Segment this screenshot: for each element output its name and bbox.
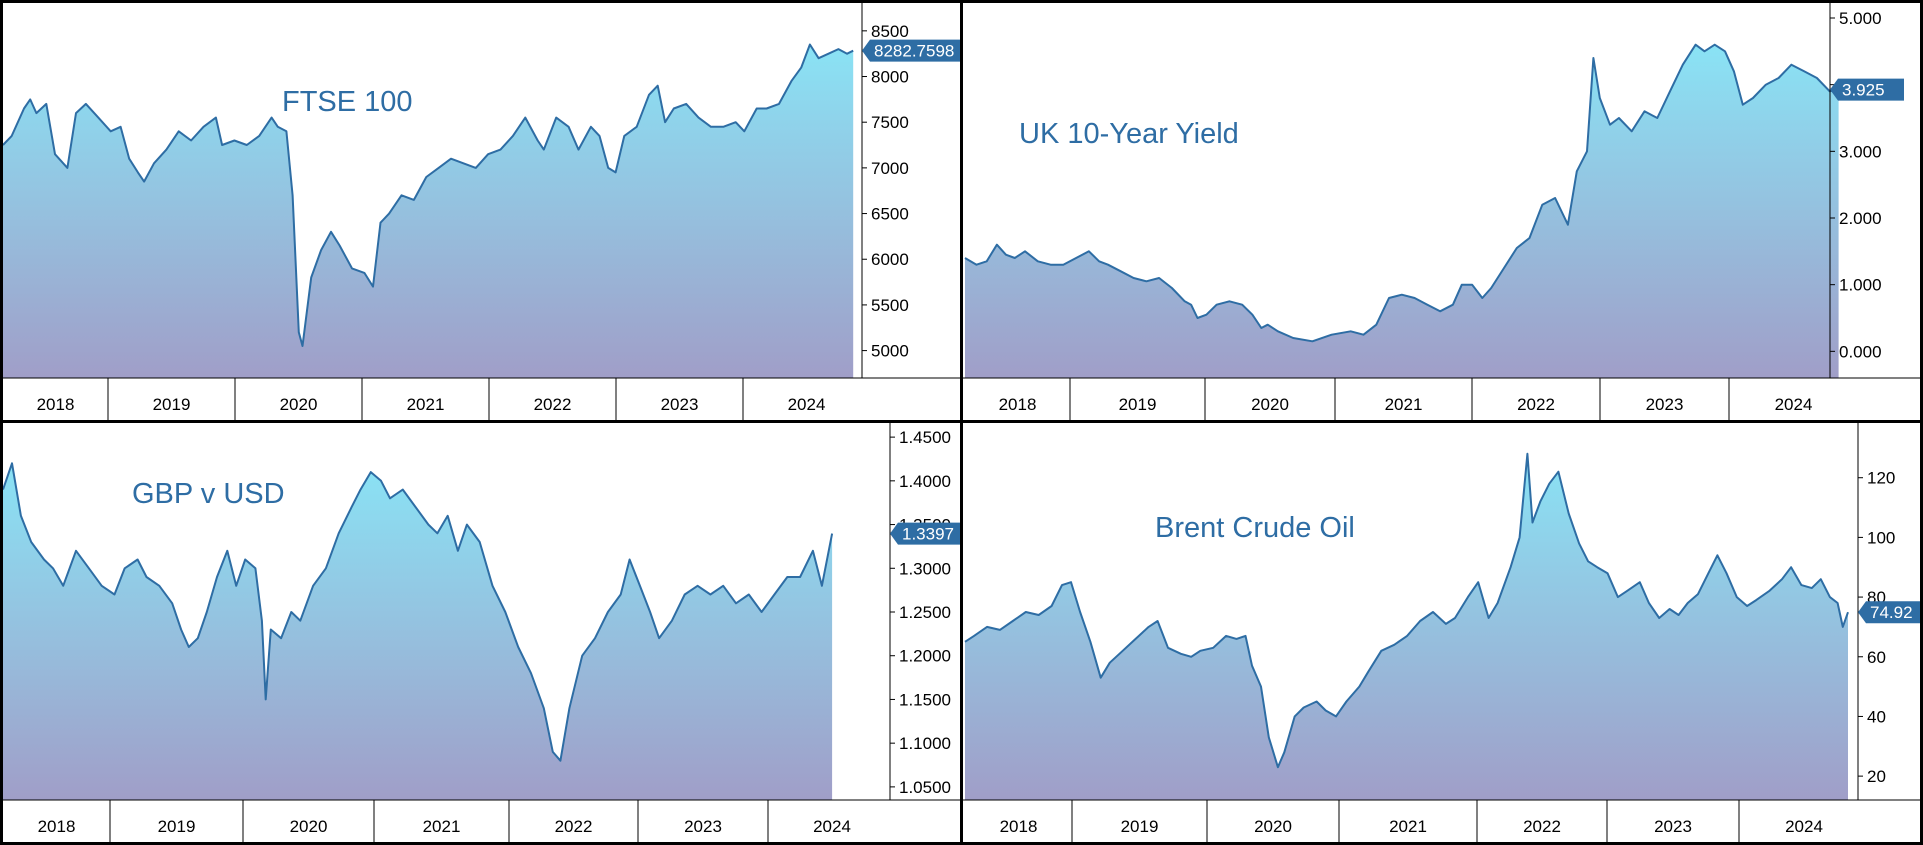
gbpusd-x-tick-label: 2024 [813, 817, 851, 836]
ftse-x-tick-label: 2022 [534, 395, 572, 414]
gbpusd-title: GBP v USD [132, 478, 285, 510]
frame-horizontal-divider [0, 420, 1923, 423]
ftse-x-tick-label: 2023 [661, 395, 699, 414]
gbpusd-y-tick-label: 1.0500 [899, 778, 951, 797]
ftse-x-tick-label: 2019 [153, 395, 191, 414]
uk10y-series-line [964, 43, 1839, 343]
ftse-series-line [2, 43, 854, 347]
ftse-y-tick-label: 8500 [871, 22, 909, 41]
ftse-y-tick-label: 5500 [871, 296, 909, 315]
uk10y-y-tick-label: 3.000 [1839, 142, 1882, 161]
uk10y-y-tick-label: 0.000 [1839, 342, 1882, 361]
brent-x-tick-label: 2019 [1121, 817, 1159, 836]
uk10y-svg: 0.0001.0002.0003.0004.0005.0003.92520182… [962, 0, 1923, 422]
brent-y-tick-label: 120 [1867, 469, 1895, 488]
ftse-area-fill [3, 44, 854, 378]
uk10y-x-tick-label: 2024 [1775, 395, 1813, 414]
uk10y-x-tick-label: 2020 [1251, 395, 1289, 414]
gbpusd-x-tick-label: 2023 [684, 817, 722, 836]
brent-y-tick-label: 40 [1867, 707, 1886, 726]
ftse-100-chart: 5000 5500 6000 6500 7000 7500 8000 8500 8282.759… [0, 0, 962, 422]
gbpusd-y-tick-label: 1.3000 [899, 559, 951, 578]
uk10y-last-value-tag [1830, 78, 1904, 101]
uk10y-y-tick-label: 5.000 [1839, 9, 1882, 28]
ftse-y-tick-label: 5000 [871, 342, 909, 361]
ftse-last-value-tag [862, 39, 962, 62]
brent-x-tick-label: 2018 [1000, 817, 1038, 836]
ftse-y-tick-label: 7500 [871, 113, 909, 132]
brent-x-tick-label: 2023 [1654, 817, 1692, 836]
brent-last-value-tag [1858, 601, 1923, 624]
gbpusd-y-tick-label: 1.2000 [899, 647, 951, 666]
gbpusd-last-value-label: 1.3397 [902, 525, 954, 544]
gbpusd-last-value-tag [890, 522, 962, 545]
brent-title: Brent Crude Oil [1155, 512, 1355, 544]
brent-x-tick-label: 2021 [1389, 817, 1427, 836]
ftse-x-tick-label: 2020 [280, 395, 318, 414]
ftse-last-value-label: 8282.7598 [874, 42, 954, 61]
uk10y-title: UK 10-Year Yield [1019, 118, 1239, 150]
gbpusd-y-tick-label: 1.1000 [899, 734, 951, 753]
ftse-x-tick-label: 2021 [407, 395, 445, 414]
brent-x-tick-label: 2020 [1254, 817, 1292, 836]
uk10y-x-tick-label: 2021 [1385, 395, 1423, 414]
gbpusd-x-tick-label: 2020 [290, 817, 328, 836]
brent-y-tick-label: 100 [1867, 528, 1895, 547]
uk10y-area-fill [965, 44, 1839, 378]
uk10y-x-tick-label: 2023 [1646, 395, 1684, 414]
uk10y-y-tick-label: 2.000 [1839, 209, 1882, 228]
ftse-y-tick-label: 8000 [871, 68, 909, 87]
gbpusd-x-tick-label: 2018 [38, 817, 76, 836]
ftse-y-tick-label: 6000 [871, 250, 909, 269]
ftse-y-tick-label: 7000 [871, 159, 909, 178]
gbpusd-y-tick-label: 1.4500 [899, 428, 951, 447]
brent-x-tick-label: 2024 [1785, 817, 1823, 836]
brent-area-fill [965, 453, 1848, 800]
gbpusd-series-line [2, 462, 834, 762]
uk10y-x-tick-label: 2022 [1517, 395, 1555, 414]
gbpusd-svg: 1.05001.10001.15001.20001.25001.30001.35… [0, 422, 962, 845]
gbpusd-x-tick-label: 2019 [158, 817, 196, 836]
gbpusd-area-fill [3, 463, 833, 800]
uk10y-x-tick-label: 2019 [1119, 395, 1157, 414]
ftse-x-tick-label: 2024 [788, 395, 826, 414]
gbpusd-x-tick-label: 2021 [423, 817, 461, 836]
gbpusd-x-tick-label: 2022 [555, 817, 593, 836]
gbpusd-y-tick-label: 1.2500 [899, 603, 951, 622]
brent-last-value-label: 74.92 [1870, 603, 1913, 622]
brent-y-tick-label: 60 [1867, 648, 1886, 667]
gbpusd-y-tick-label: 1.1500 [899, 690, 951, 709]
uk-10-year-yield-chart: 0.0001.0002.0003.0004.0005.0003.92520182… [962, 0, 1923, 422]
uk10y-y-tick-label: 1.000 [1839, 276, 1882, 295]
uk10y-x-tick-label: 2018 [999, 395, 1037, 414]
brent-x-tick-label: 2022 [1523, 817, 1561, 836]
brent-crude-oil-chart: 20 40 60 80 100 120 74.92 2018 2019 2020 2021 2022 2… [962, 422, 1923, 845]
gbpusd-y-tick-label: 1.4000 [899, 472, 951, 491]
ftse-svg: 5000 5500 6000 6500 7000 7500 8000 85008282.759… [0, 0, 962, 422]
uk10y-last-value-label: 3.925 [1842, 81, 1885, 100]
brent-y-tick-label: 20 [1867, 767, 1886, 786]
brent-series-line [964, 452, 1849, 769]
gbp-v-usd-chart: 1.05001.10001.15001.20001.25001.30001.35… [0, 422, 962, 845]
ftse-x-tick-label: 2018 [37, 395, 75, 414]
ftse-y-tick-label: 6500 [871, 205, 909, 224]
ftse-title: FTSE 100 [282, 86, 413, 118]
